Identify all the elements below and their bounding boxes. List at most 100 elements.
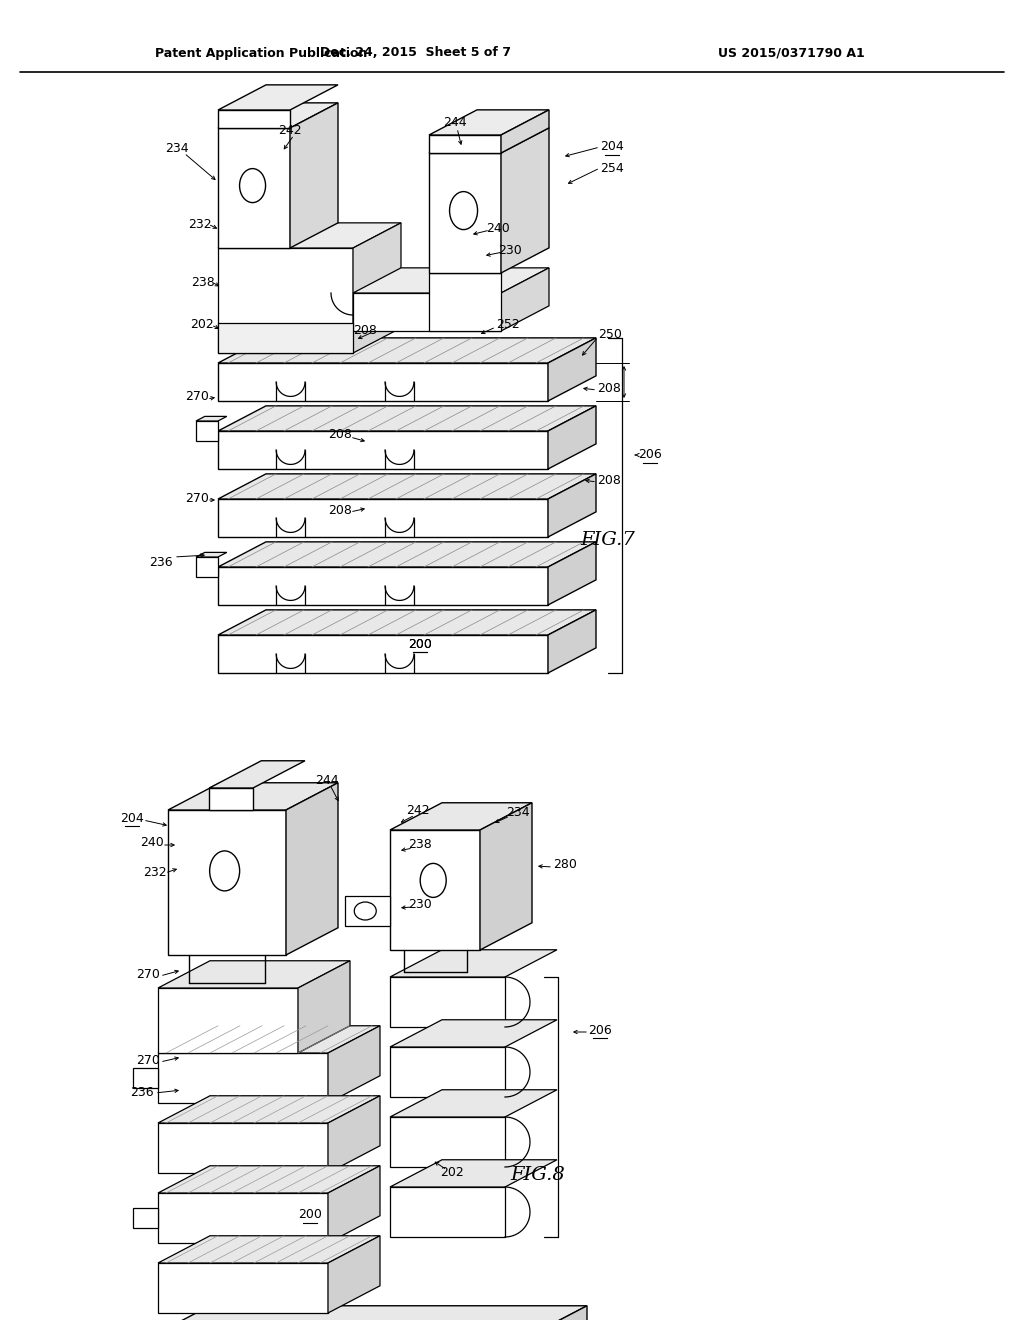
Polygon shape [328, 1096, 380, 1173]
Text: 238: 238 [191, 276, 215, 289]
Polygon shape [548, 610, 596, 673]
Polygon shape [218, 103, 338, 128]
Text: 234: 234 [165, 141, 188, 154]
Text: FIG.8: FIG.8 [510, 1166, 565, 1184]
Polygon shape [353, 223, 401, 352]
Polygon shape [501, 128, 549, 273]
Polygon shape [353, 293, 501, 331]
Text: 270: 270 [136, 1053, 160, 1067]
Polygon shape [133, 1208, 158, 1228]
Polygon shape [298, 961, 350, 1053]
Text: Patent Application Publication: Patent Application Publication [155, 46, 368, 59]
Polygon shape [535, 1305, 587, 1320]
Polygon shape [168, 783, 338, 810]
Polygon shape [218, 363, 548, 401]
Polygon shape [218, 568, 548, 605]
Text: 204: 204 [600, 140, 624, 153]
Polygon shape [328, 1026, 380, 1104]
Polygon shape [218, 541, 596, 568]
Ellipse shape [210, 851, 240, 891]
Polygon shape [548, 338, 596, 401]
Text: 236: 236 [130, 1085, 154, 1098]
Polygon shape [196, 421, 218, 441]
Polygon shape [548, 405, 596, 469]
Polygon shape [133, 1068, 158, 1088]
Polygon shape [158, 1123, 328, 1173]
Text: 208: 208 [328, 429, 352, 441]
Ellipse shape [450, 191, 477, 230]
Polygon shape [158, 961, 350, 987]
Ellipse shape [354, 902, 376, 920]
Polygon shape [218, 223, 401, 248]
Ellipse shape [240, 169, 265, 202]
Polygon shape [548, 474, 596, 537]
Text: 236: 236 [150, 556, 173, 569]
Text: 202: 202 [190, 318, 214, 331]
Text: 200: 200 [408, 638, 432, 651]
Polygon shape [390, 1187, 505, 1237]
Text: 206: 206 [638, 449, 662, 462]
Text: FIG.7: FIG.7 [580, 531, 635, 549]
Text: 232: 232 [143, 866, 167, 879]
Polygon shape [168, 810, 286, 954]
Polygon shape [218, 610, 596, 635]
Text: 244: 244 [315, 774, 339, 787]
Polygon shape [353, 268, 549, 293]
Polygon shape [286, 783, 338, 954]
Polygon shape [196, 557, 218, 577]
Text: 252: 252 [496, 318, 520, 331]
Polygon shape [218, 128, 290, 248]
Polygon shape [218, 84, 338, 110]
Text: 240: 240 [486, 222, 510, 235]
Polygon shape [328, 1236, 380, 1313]
Polygon shape [390, 803, 532, 830]
Polygon shape [290, 103, 338, 248]
Polygon shape [218, 110, 290, 128]
Polygon shape [390, 1047, 505, 1097]
Polygon shape [158, 1053, 328, 1104]
Polygon shape [158, 1263, 328, 1313]
Polygon shape [158, 1096, 380, 1123]
Polygon shape [390, 830, 480, 950]
Text: Dec. 24, 2015  Sheet 5 of 7: Dec. 24, 2015 Sheet 5 of 7 [319, 46, 511, 59]
Polygon shape [218, 635, 548, 673]
Polygon shape [390, 977, 505, 1027]
Polygon shape [218, 432, 548, 469]
Text: 254: 254 [600, 161, 624, 174]
Text: 208: 208 [597, 474, 621, 487]
Text: 232: 232 [188, 218, 212, 231]
Text: 206: 206 [588, 1023, 612, 1036]
Text: 208: 208 [597, 381, 621, 395]
Polygon shape [501, 268, 549, 331]
Text: US 2015/0371790 A1: US 2015/0371790 A1 [718, 46, 864, 59]
Polygon shape [429, 110, 549, 135]
Polygon shape [158, 1236, 380, 1263]
Polygon shape [429, 128, 549, 153]
Polygon shape [196, 552, 226, 557]
Polygon shape [218, 474, 596, 499]
Polygon shape [548, 541, 596, 605]
Text: 280: 280 [553, 858, 577, 871]
Ellipse shape [420, 863, 446, 898]
Polygon shape [218, 323, 353, 352]
Polygon shape [158, 1166, 380, 1193]
Polygon shape [218, 248, 353, 352]
Polygon shape [218, 405, 596, 432]
Text: 240: 240 [140, 836, 164, 849]
Text: 242: 242 [279, 124, 302, 136]
Text: 230: 230 [409, 899, 432, 912]
Text: 234: 234 [506, 805, 529, 818]
Polygon shape [501, 110, 549, 153]
Polygon shape [480, 803, 532, 950]
Text: 230: 230 [498, 243, 522, 256]
Polygon shape [158, 1305, 587, 1320]
Polygon shape [390, 1117, 505, 1167]
Polygon shape [390, 1090, 557, 1117]
Text: 200: 200 [298, 1209, 322, 1221]
Polygon shape [158, 1026, 380, 1053]
Polygon shape [196, 416, 226, 421]
Polygon shape [345, 896, 390, 927]
Polygon shape [429, 135, 501, 153]
Polygon shape [209, 788, 253, 810]
Text: 238: 238 [409, 838, 432, 851]
